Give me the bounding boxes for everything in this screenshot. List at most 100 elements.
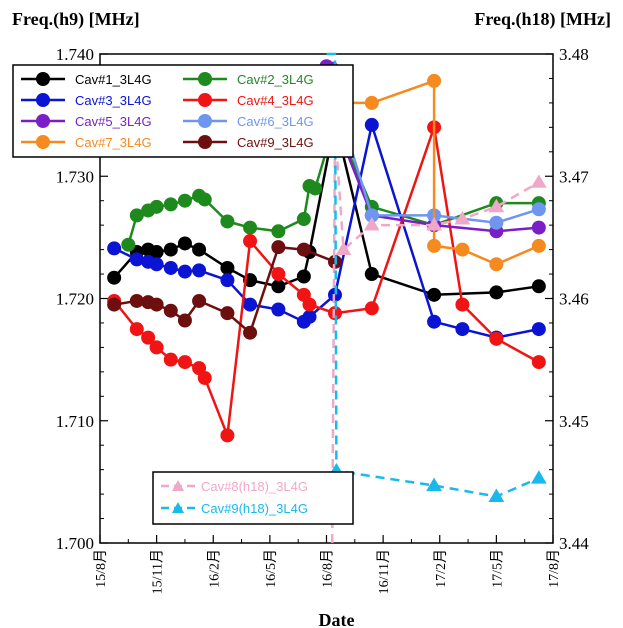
legend-marker [36, 114, 50, 128]
data-point [197, 192, 212, 207]
y-left-tick-label: 1.730 [56, 167, 94, 186]
data-point [271, 267, 286, 282]
y-right-tick-label: 3.47 [559, 167, 589, 186]
legend-label: Cav#1_3L4G [75, 72, 152, 87]
data-point [220, 260, 235, 275]
data-point-triangle [530, 174, 547, 188]
legend-marker [198, 72, 212, 86]
series-2 [107, 117, 546, 345]
x-tick-label: 16/2月 [206, 549, 222, 588]
data-point [531, 355, 546, 370]
data-point [271, 279, 286, 294]
data-point [197, 370, 212, 385]
data-point [531, 322, 546, 337]
data-point [149, 199, 164, 214]
data-point-triangle [530, 470, 547, 484]
data-point [220, 273, 235, 288]
legend-marker [36, 72, 50, 86]
data-point [129, 208, 144, 223]
legend-bottom-box [152, 471, 354, 525]
x-axis-title: Date [319, 610, 355, 628]
data-point [489, 257, 504, 272]
data-point [220, 214, 235, 229]
legend-label: Cav#6_3L4G [237, 114, 314, 129]
data-point [192, 263, 207, 278]
data-point [107, 270, 122, 285]
y-axis-right-title: Freq.(h18) [MHz] [474, 9, 611, 30]
y-left-tick-label: 1.740 [56, 45, 94, 64]
axes-layer: 1.700 1.710 1.720 1.730 1.740 3.44 3.45 3.46 3.4… [56, 45, 590, 594]
legend-label: Cav#8(h18)_3L4G [201, 479, 308, 494]
data-point-triangle [363, 217, 380, 231]
y-left-tick-label: 1.720 [56, 290, 94, 309]
data-point [296, 212, 311, 227]
data-point [121, 237, 136, 252]
data-point [177, 355, 192, 370]
data-point [243, 234, 258, 249]
y-right-tick-label: 3.48 [559, 45, 589, 64]
y-axis-left-title: Freq.(h9) [MHz] [12, 9, 140, 30]
y-left-tick-label: 1.700 [56, 534, 94, 553]
data-point [141, 330, 156, 345]
legend-marker [36, 135, 50, 149]
data-point [163, 242, 178, 257]
data-point-triangle [426, 217, 442, 231]
data-point-triangle [488, 198, 505, 213]
legend-label: Cav#5_3L4G [75, 114, 152, 129]
x-tick-label: 17/2月 [433, 549, 449, 588]
data-point [364, 117, 379, 132]
x-tick-label: 15/11月 [150, 549, 166, 594]
data-point [107, 241, 122, 256]
data-point [271, 240, 286, 255]
legend-layer: Cav#1_3L4G Cav#2_3L4G Cav#3_3L4G Cav#4_3L4G… [12, 64, 354, 525]
data-point [364, 301, 379, 316]
data-point [243, 325, 258, 340]
legend-label: Cav#3_3L4G [75, 93, 152, 108]
data-point [302, 297, 317, 312]
data-point [427, 314, 442, 329]
legend-label: Cav#9(h18)_3L4G [201, 501, 308, 516]
x-tick-label: 17/5月 [489, 549, 505, 588]
data-point [177, 236, 192, 251]
data-point [296, 242, 311, 257]
data-point-triangle [488, 488, 505, 502]
legend-label: Cav#4_3L4G [237, 93, 314, 108]
data-point-triangle [426, 477, 442, 491]
data-point [149, 340, 164, 355]
y-right-tick-label: 3.45 [559, 412, 589, 431]
data-point [129, 252, 144, 267]
data-point-triangle [335, 241, 352, 255]
data-point [531, 220, 546, 235]
legend-marker [198, 114, 212, 128]
data-point [531, 238, 546, 253]
legend-label: Cav#9_3L4G [237, 135, 314, 150]
data-point [192, 293, 207, 308]
data-point [296, 269, 311, 284]
data-point [177, 193, 192, 208]
x-tick-label: 16/8月 [320, 549, 336, 588]
data-point [531, 279, 546, 294]
series-line [325, 65, 539, 233]
y-right-tick-label: 3.44 [559, 534, 589, 553]
data-point [163, 303, 178, 318]
data-point [243, 220, 258, 235]
data-point [427, 73, 442, 88]
x-tick-label: 17/8月 [546, 549, 562, 588]
data-point [271, 224, 286, 239]
x-tick-label: 16/11月 [376, 549, 392, 594]
data-point [364, 208, 379, 223]
data-point [149, 245, 164, 260]
legend-marker [36, 93, 50, 107]
series-7 [107, 240, 342, 340]
legend-marker [198, 93, 212, 107]
data-point [149, 257, 164, 272]
data-point [427, 238, 442, 253]
data-point [129, 322, 144, 337]
data-point [427, 287, 442, 302]
data-point-triangle [454, 211, 471, 225]
legend-marker [198, 135, 212, 149]
data-point [489, 215, 504, 230]
data-point [163, 197, 178, 212]
y-left-tick-label: 1.710 [56, 412, 94, 431]
